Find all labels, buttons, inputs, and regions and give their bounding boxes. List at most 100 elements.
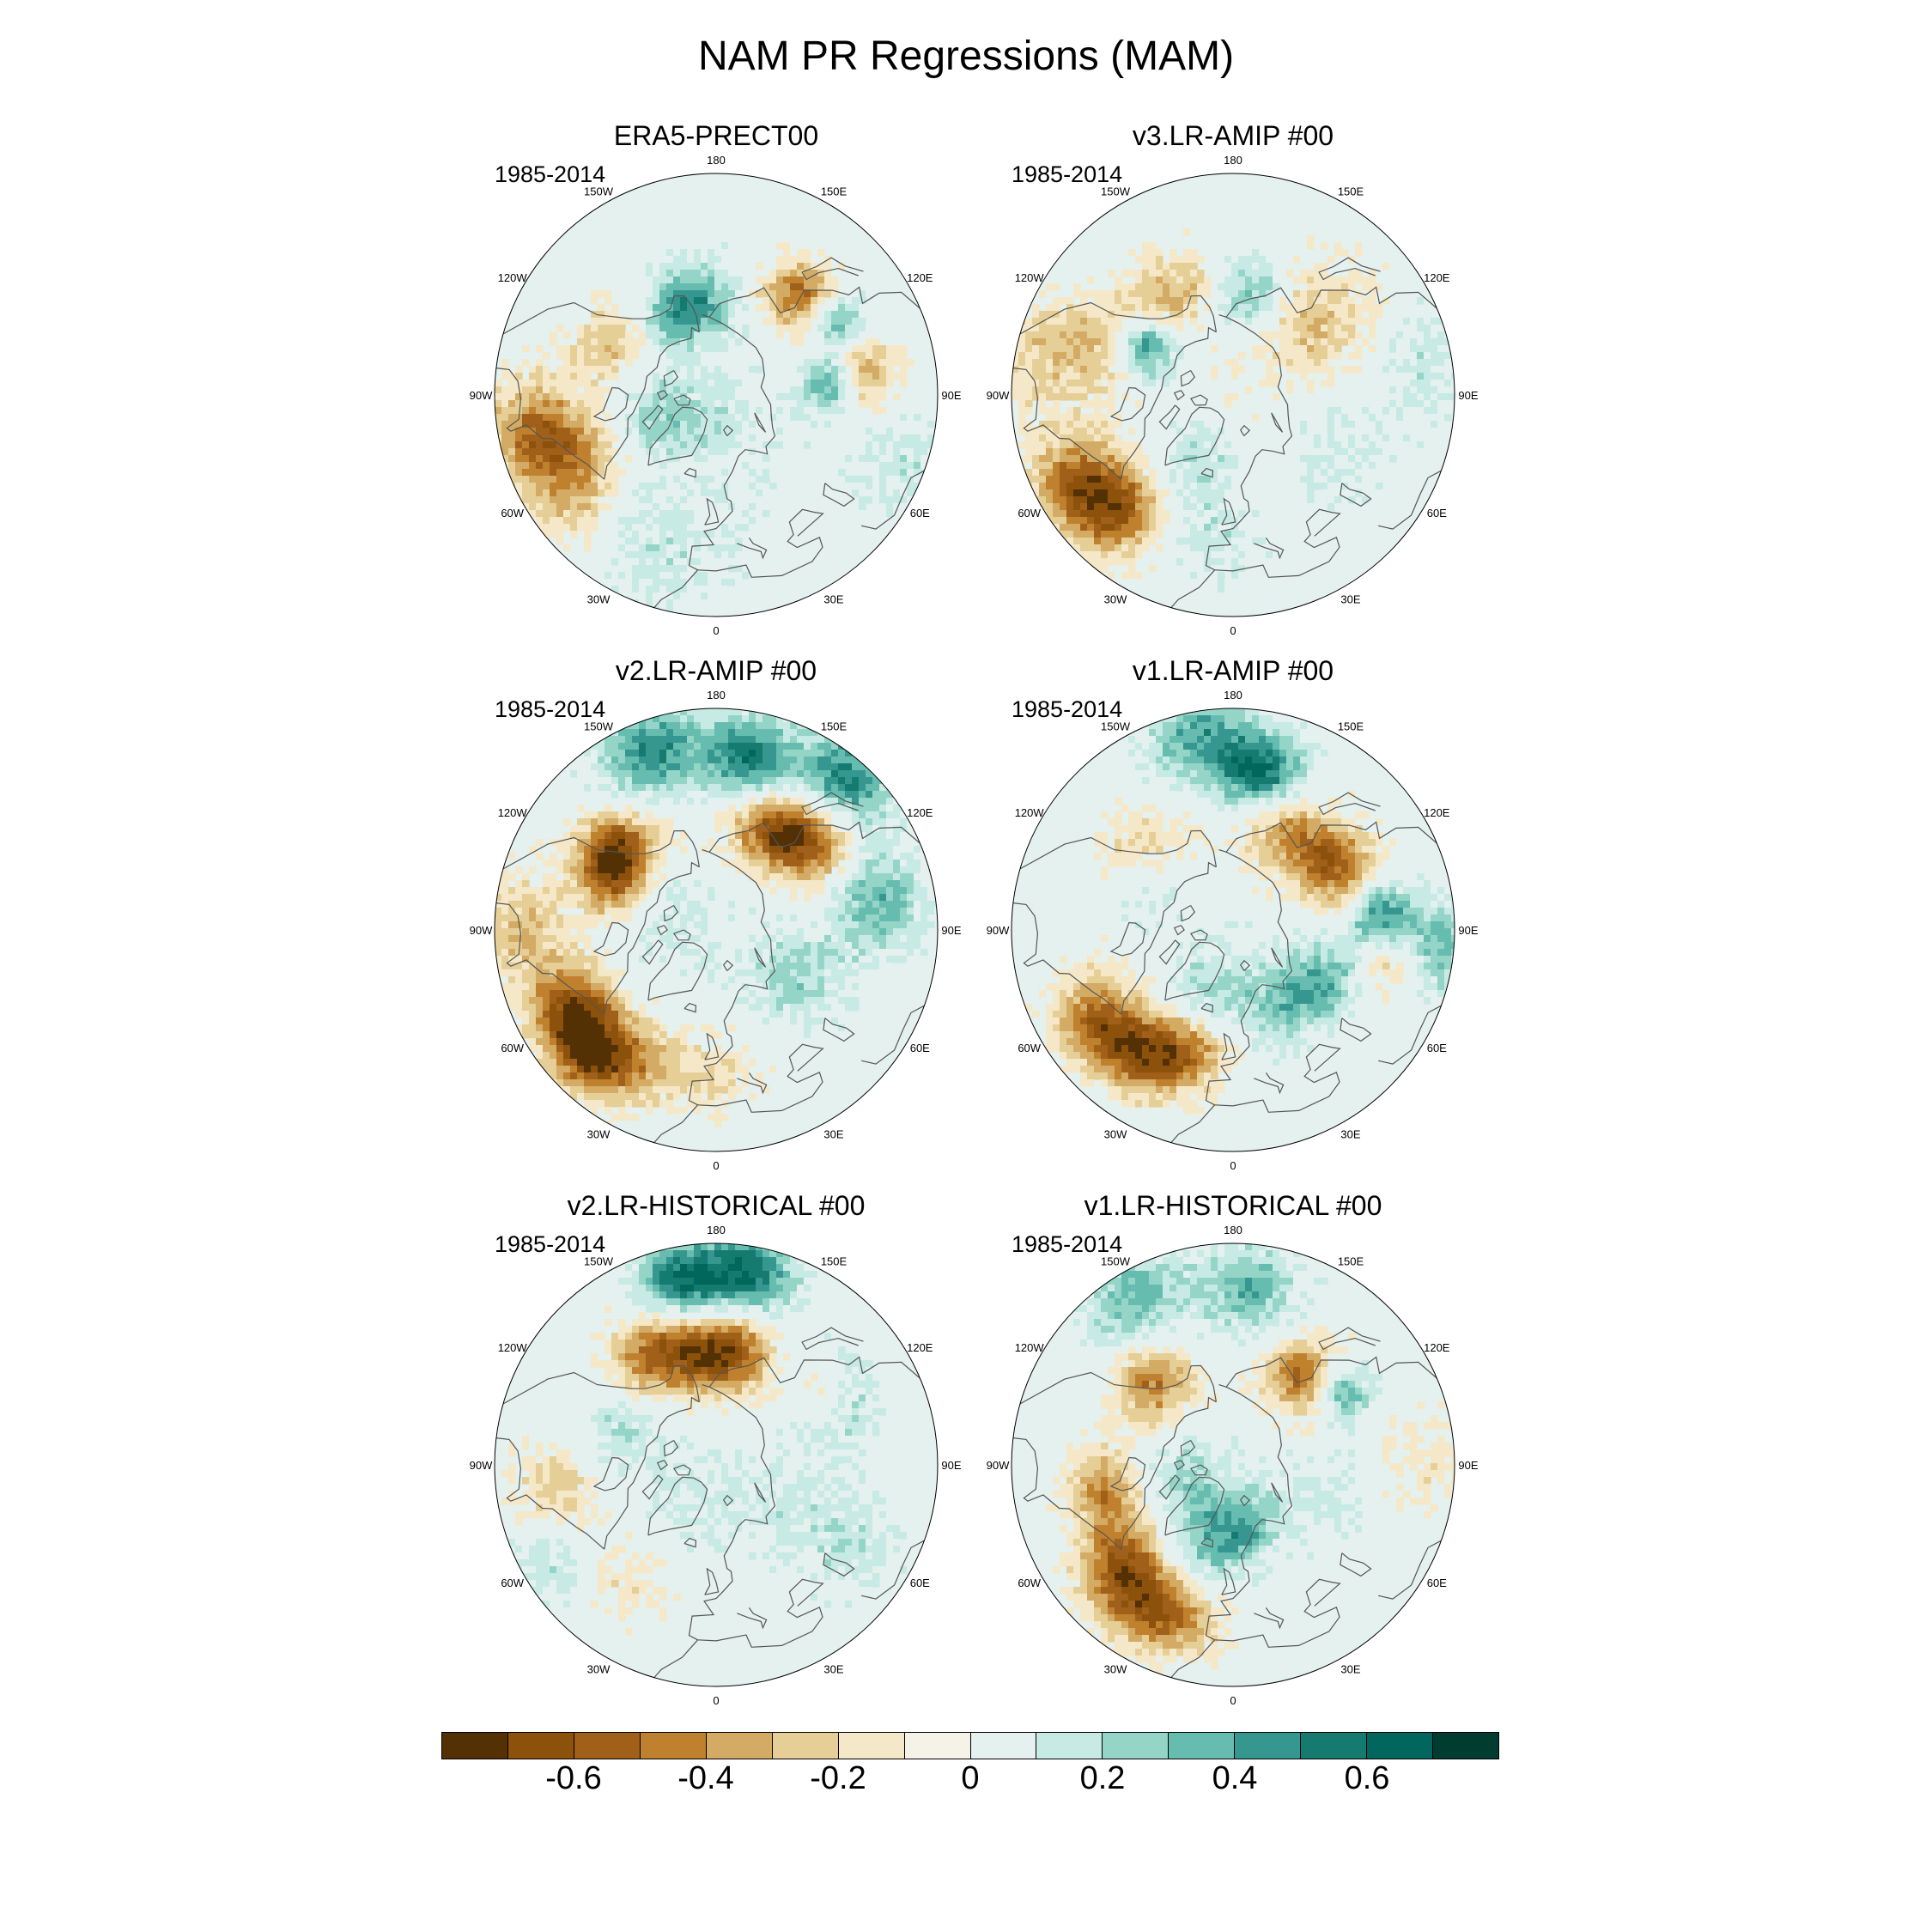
colorbar-box [1367, 1733, 1434, 1759]
longitude-label: 60E [910, 507, 930, 519]
longitude-label: 60W [501, 1577, 524, 1589]
colorbar-box [838, 1733, 905, 1759]
panel-years: 1985-2014 [1012, 1231, 1123, 1257]
regression-field [1012, 1243, 1455, 1686]
longitude-label: 180 [707, 689, 726, 702]
longitude-label: 120E [907, 806, 933, 819]
longitude-label: 90W [470, 924, 493, 937]
colorbar-box [1301, 1733, 1368, 1759]
colorbar-tick-label: 0.2 [1079, 1760, 1126, 1796]
longitude-label: 60W [1018, 1577, 1041, 1589]
colorbar-box [640, 1733, 707, 1759]
panel-years: 1985-2014 [495, 1231, 606, 1257]
longitude-label: 90W [987, 389, 1010, 402]
longitude-label: 150W [584, 720, 614, 733]
longitude-label: 30E [823, 1127, 843, 1140]
map-panel-v2-historical: 0 30E 60E 90E 120E 150E 180 150W 120W 90W 60W 30W v… [450, 1190, 982, 1705]
colorbar-box [772, 1733, 839, 1759]
longitude-label: 150W [1101, 185, 1131, 198]
panel-title: ERA5-PRECT00 [613, 120, 819, 151]
longitude-label: 60W [1018, 1042, 1041, 1054]
longitude-label: 0 [1230, 624, 1236, 635]
longitude-label: 120E [907, 271, 933, 284]
polar-map: 0 30E 60E 90E 120E 150E 180 150W 120W 90W 60W 30W [470, 689, 962, 1170]
polar-map: 0 30E 60E 90E 120E 150E 180 150W 120W 90W 60W 30W [987, 689, 1479, 1170]
longitude-label: 60E [910, 1042, 930, 1054]
longitude-label: 120W [498, 1341, 528, 1354]
longitude-label: 30W [587, 1662, 611, 1675]
panel-title: v1.LR-HISTORICAL #00 [1084, 1190, 1382, 1221]
longitude-label: 150W [1101, 720, 1131, 733]
longitude-label: 180 [1224, 689, 1242, 702]
coastlines [495, 1327, 938, 1686]
map-panel-v3-amip: 0 30E 60E 90E 120E 150E 180 150W 120W 90W 60W 30W v… [967, 120, 1499, 635]
longitude-label: 150E [821, 1255, 848, 1268]
longitude-label: 90E [1458, 389, 1478, 402]
longitude-label: 120W [498, 806, 528, 819]
colorbar-box [904, 1733, 971, 1759]
longitude-label: 180 [1224, 154, 1242, 167]
colorbar-box [1169, 1733, 1236, 1759]
panel-title: v2.LR-AMIP #00 [615, 655, 817, 686]
regression-field [495, 173, 938, 617]
longitude-label: 90E [941, 389, 961, 402]
colorbar-tick-label: 0 [961, 1760, 980, 1796]
longitude-label: 90E [1458, 924, 1478, 937]
longitude-label: 150E [1338, 185, 1364, 198]
longitude-label: 180 [707, 154, 726, 167]
longitude-label: 150W [584, 1255, 614, 1268]
panel-title: v3.LR-AMIP #00 [1132, 120, 1334, 151]
map-panel-era5: 0 30E 60E 90E 120E 150E 180 150W 120W 90W 60W 30W E… [450, 120, 982, 635]
longitude-label: 0 [1230, 1694, 1236, 1705]
panel-years: 1985-2014 [1012, 696, 1123, 722]
regression-field [495, 708, 938, 1151]
longitude-label: 0 [1230, 1159, 1236, 1170]
colorbar-tick-label: 0.6 [1344, 1760, 1390, 1796]
figure-title: NAM PR Regressions (MAM) [697, 33, 1235, 79]
polar-map: 0 30E 60E 90E 120E 150E 180 150W 120W 90W 60W 30W [987, 1224, 1479, 1705]
longitude-label: 120W [1015, 271, 1045, 284]
map-border [1011, 173, 1455, 617]
longitude-label: 90E [1458, 1459, 1478, 1472]
longitude-label: 120W [498, 271, 528, 284]
map-border [494, 173, 939, 617]
map-panel-v1-amip: 0 30E 60E 90E 120E 150E 180 150W 120W 90W 60W 30W v… [967, 655, 1499, 1170]
longitude-label: 60W [1018, 507, 1041, 519]
longitude-label: 120E [1424, 806, 1450, 819]
map-border [1011, 1242, 1455, 1687]
colorbar-box [507, 1733, 574, 1759]
colorbar-box [970, 1733, 1037, 1759]
longitude-label: 30E [1340, 1662, 1360, 1675]
colorbar-box [1036, 1733, 1103, 1759]
colorbar-box [574, 1733, 641, 1759]
longitude-label: 90W [987, 1459, 1010, 1472]
regression-field [1012, 173, 1455, 617]
colorbar [441, 1732, 1499, 1759]
longitude-label: 60E [910, 1577, 930, 1589]
coastlines [1012, 257, 1455, 617]
map-border [494, 1242, 939, 1687]
longitude-label: 180 [707, 1224, 726, 1236]
longitude-label: 150E [1338, 720, 1364, 733]
longitude-label: 120W [1015, 806, 1045, 819]
panel-years: 1985-2014 [495, 161, 606, 187]
longitude-label: 60W [501, 507, 524, 519]
longitude-label: 90W [987, 924, 1010, 937]
longitude-label: 30W [587, 592, 611, 605]
colorbar-tick-label: -0.2 [810, 1760, 866, 1796]
longitude-label: 90W [470, 1459, 493, 1472]
longitude-label: 60E [1427, 1042, 1447, 1054]
colorbar-box [706, 1733, 773, 1759]
map-border [1011, 708, 1455, 1152]
longitude-label: 30E [1340, 1127, 1360, 1140]
colorbar-box [442, 1733, 508, 1759]
longitude-label: 0 [713, 1159, 719, 1170]
colorbar-tick-label: -0.4 [677, 1760, 734, 1796]
colorbar-box [1103, 1733, 1170, 1759]
longitude-label: 120E [907, 1341, 933, 1354]
map-border [494, 708, 939, 1152]
longitude-label: 30E [1340, 592, 1360, 605]
polar-map: 0 30E 60E 90E 120E 150E 180 150W 120W 90W 60W 30W [987, 154, 1479, 635]
colorbar-tick-label: -0.6 [545, 1760, 602, 1796]
